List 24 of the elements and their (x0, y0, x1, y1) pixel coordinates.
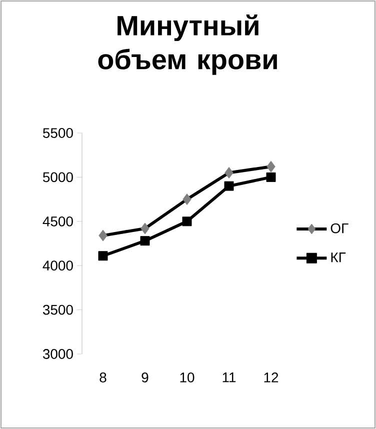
y-tick-label: 3500 (42, 304, 73, 315)
point (266, 160, 276, 172)
y-tick-label: 3000 (42, 349, 73, 359)
x-tick-label: 10 (180, 372, 194, 382)
y-tick-label: 4500 (42, 216, 73, 226)
point (182, 194, 192, 206)
point (224, 181, 234, 191)
y-tick-label: 4000 (42, 260, 73, 271)
legend-label: КГ (331, 252, 346, 262)
point (182, 216, 192, 226)
point (140, 222, 150, 234)
y-tick-label: 5000 (43, 172, 73, 182)
x-tick-label: 11 (222, 372, 236, 382)
chart-title: Минутный объем крови (98, 14, 277, 75)
point (98, 230, 108, 242)
legend-label: ОГ (330, 223, 348, 234)
point (140, 236, 150, 246)
point (98, 251, 108, 261)
y-tick-label: 5500 (43, 128, 73, 138)
point (266, 172, 276, 182)
point (224, 167, 234, 179)
x-tick-label: 8 (100, 372, 106, 382)
x-tick-label: 12 (264, 372, 278, 382)
x-tick-label: 9 (142, 372, 148, 382)
